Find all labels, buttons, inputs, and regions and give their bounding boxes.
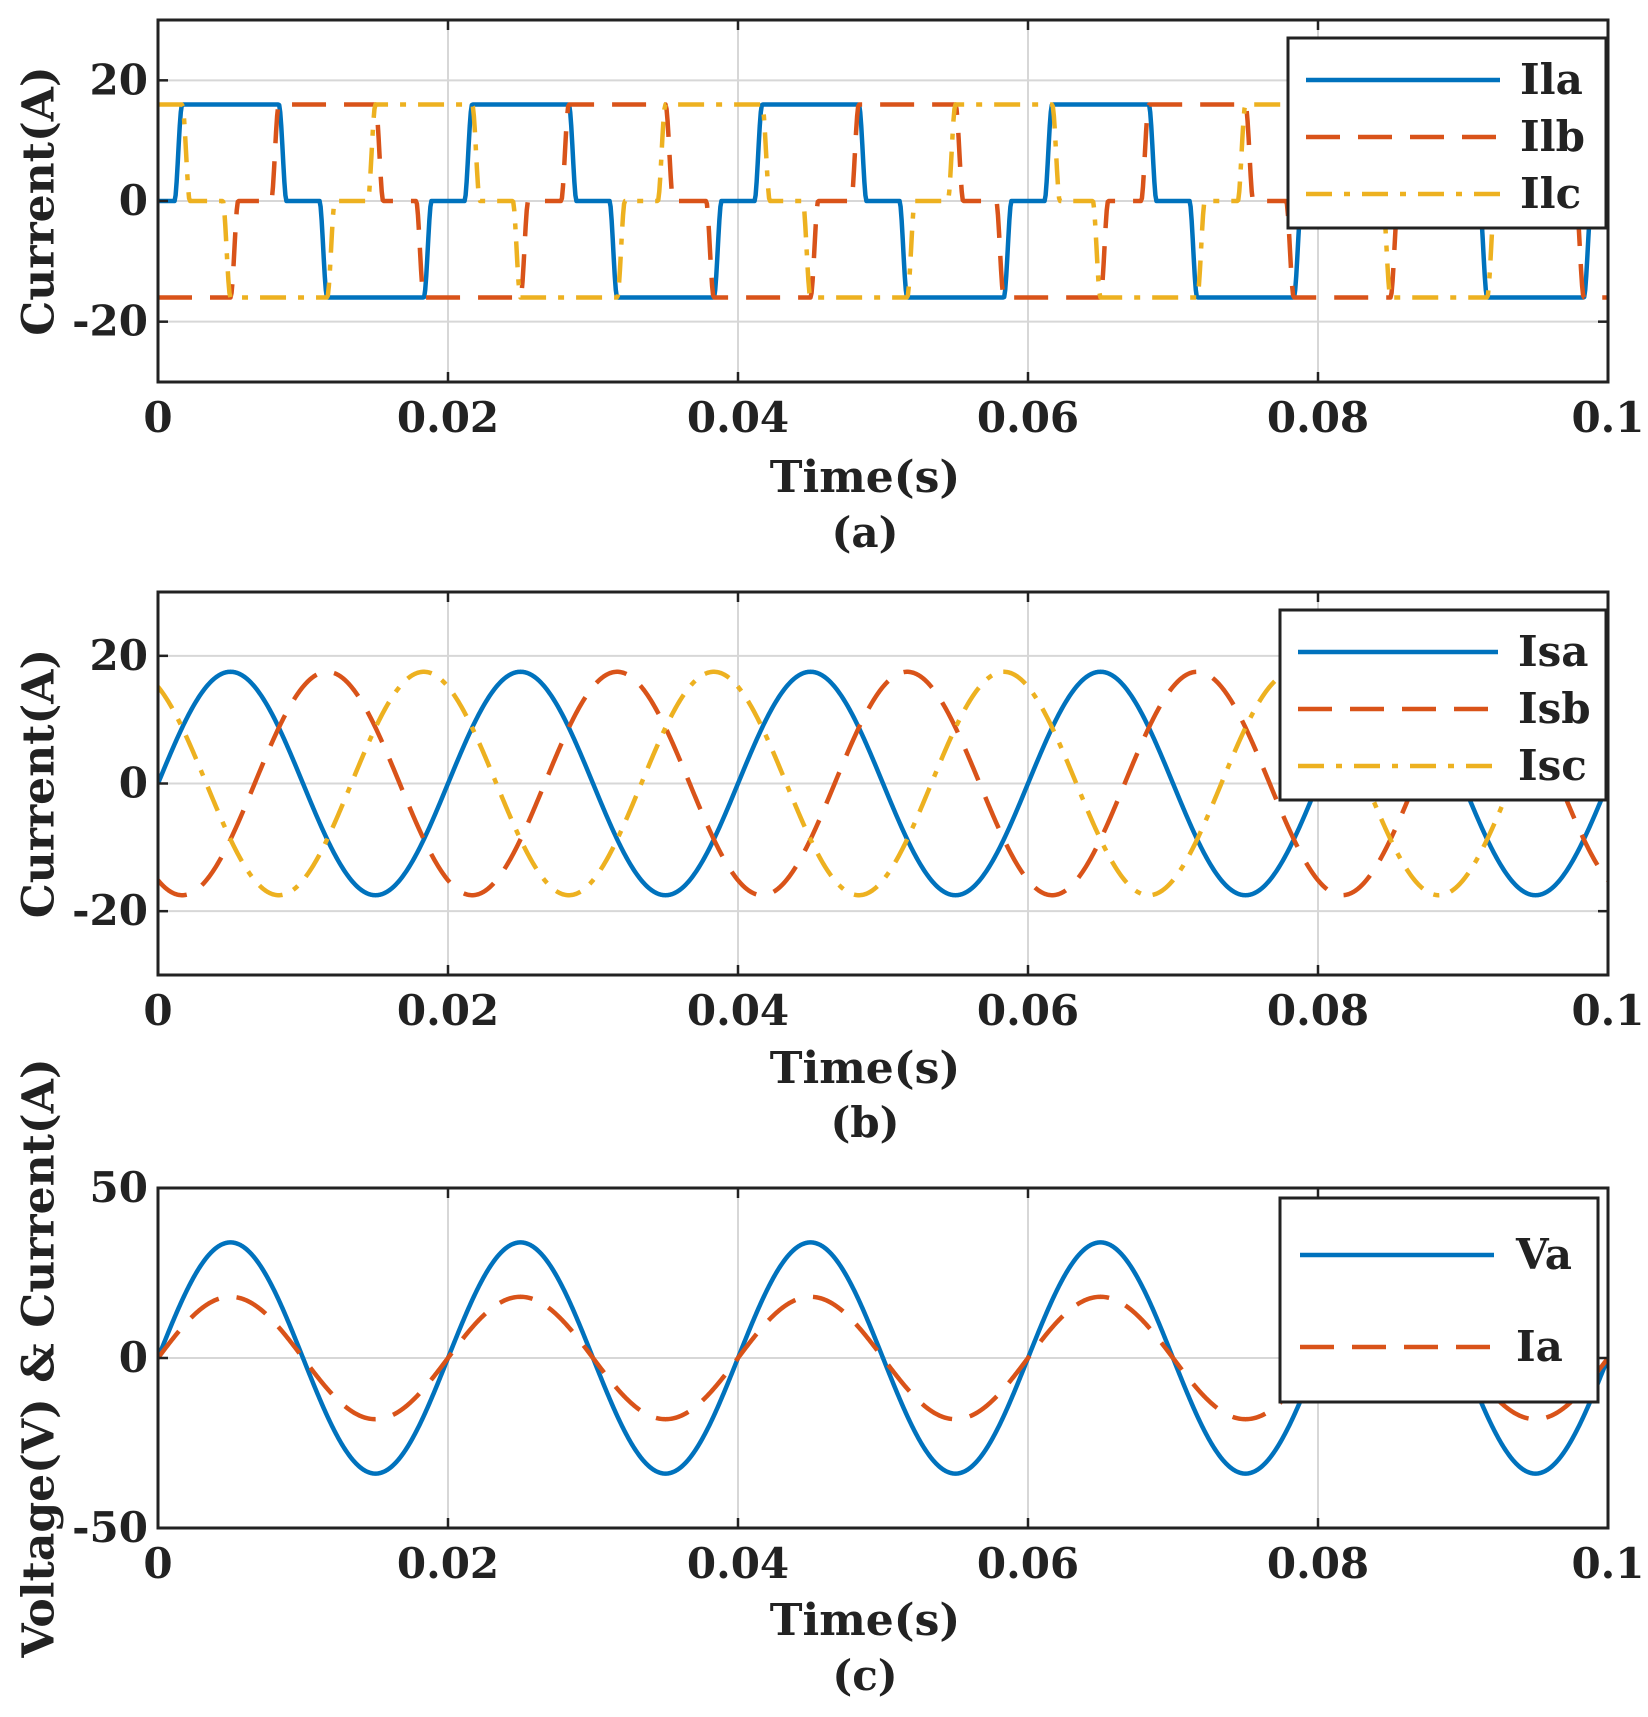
x-tick-label: 0	[143, 1539, 172, 1588]
x-tick-label: 0.06	[977, 986, 1079, 1035]
x-tick-label: 0	[143, 393, 172, 442]
legend-label-ia: Ia	[1516, 1322, 1563, 1371]
legend: Va Ia	[1278, 1196, 1600, 1404]
x-tick-label: 0.1	[1571, 1539, 1644, 1588]
legend-box	[1278, 1196, 1600, 1404]
x-tick-label: 0.04	[687, 986, 789, 1035]
x-tick-label: 0.1	[1571, 986, 1644, 1035]
x-tick-label: 0.02	[397, 986, 499, 1035]
y-tick-label: -20	[72, 297, 148, 346]
x-tick-label: 0.08	[1267, 986, 1369, 1035]
x-tick-label: 0.08	[1267, 393, 1369, 442]
legend-box	[1278, 608, 1608, 802]
x-tick-label: 0	[143, 986, 172, 1035]
panel-label: (a)	[832, 508, 899, 557]
panel-3: 0 0.02 0.04 0.06 0.08 0.1-50050Time(s)Voltage…	[14, 1058, 1645, 1700]
legend-label-ilb: Ilb	[1520, 112, 1585, 161]
y-tick-label: -50	[72, 1503, 148, 1552]
legend: Ila Ilb Ilc	[1286, 36, 1608, 230]
legend-label-isc: Isc	[1518, 741, 1587, 790]
y-tick-label: -20	[72, 886, 148, 935]
y-axis-label: Current(A)	[14, 66, 65, 335]
legend-label-isa: Isa	[1518, 627, 1589, 676]
x-tick-label: 0.02	[397, 393, 499, 442]
x-tick-label: 0.08	[1267, 1539, 1369, 1588]
y-tick-label: 0	[119, 176, 148, 225]
x-tick-label: 0.02	[397, 1539, 499, 1588]
series-isb	[158, 669, 1608, 898]
panel-label: (b)	[830, 1098, 899, 1147]
y-tick-label: 0	[119, 759, 148, 808]
y-tick-label: 20	[90, 55, 148, 104]
x-tick-label: 0.04	[687, 1539, 789, 1588]
x-axis-label: Time(s)	[770, 452, 960, 503]
legend-label-isb: Isb	[1518, 684, 1591, 733]
y-tick-label: 50	[90, 1163, 148, 1212]
x-axis-label: Time(s)	[770, 1043, 960, 1094]
legend-label-ila: Ila	[1520, 55, 1583, 104]
y-tick-label: 0	[119, 1333, 148, 1382]
x-tick-label: 0.06	[977, 393, 1079, 442]
series-ilb	[158, 102, 1608, 300]
x-tick-label: 0.1	[1571, 393, 1644, 442]
y-tick-label: 20	[90, 631, 148, 680]
legend-box	[1286, 36, 1608, 230]
x-tick-label: 0.06	[977, 1539, 1079, 1588]
y-axis-label: Voltage(V) & Current(A)	[14, 1058, 65, 1658]
panel-2: 0 0.02 0.04 0.06 0.08 0.1 -20 0 20 Time(s) Current…	[14, 590, 1645, 1147]
x-tick-label: 0.04	[687, 393, 789, 442]
y-axis-label: Current(A)	[14, 649, 65, 918]
legend: Isa Isb Isc	[1278, 608, 1608, 802]
panel-label: (c)	[832, 1651, 897, 1700]
legend-label-ilc: Ilc	[1520, 169, 1581, 218]
x-axis-label: Time(s)	[770, 1595, 960, 1646]
legend-label-va: Va	[1515, 1230, 1572, 1279]
panel-1: 0 0.02 0.04 0.06 0.08 0.1 -20 0 20 Time(s) Current…	[14, 18, 1645, 557]
